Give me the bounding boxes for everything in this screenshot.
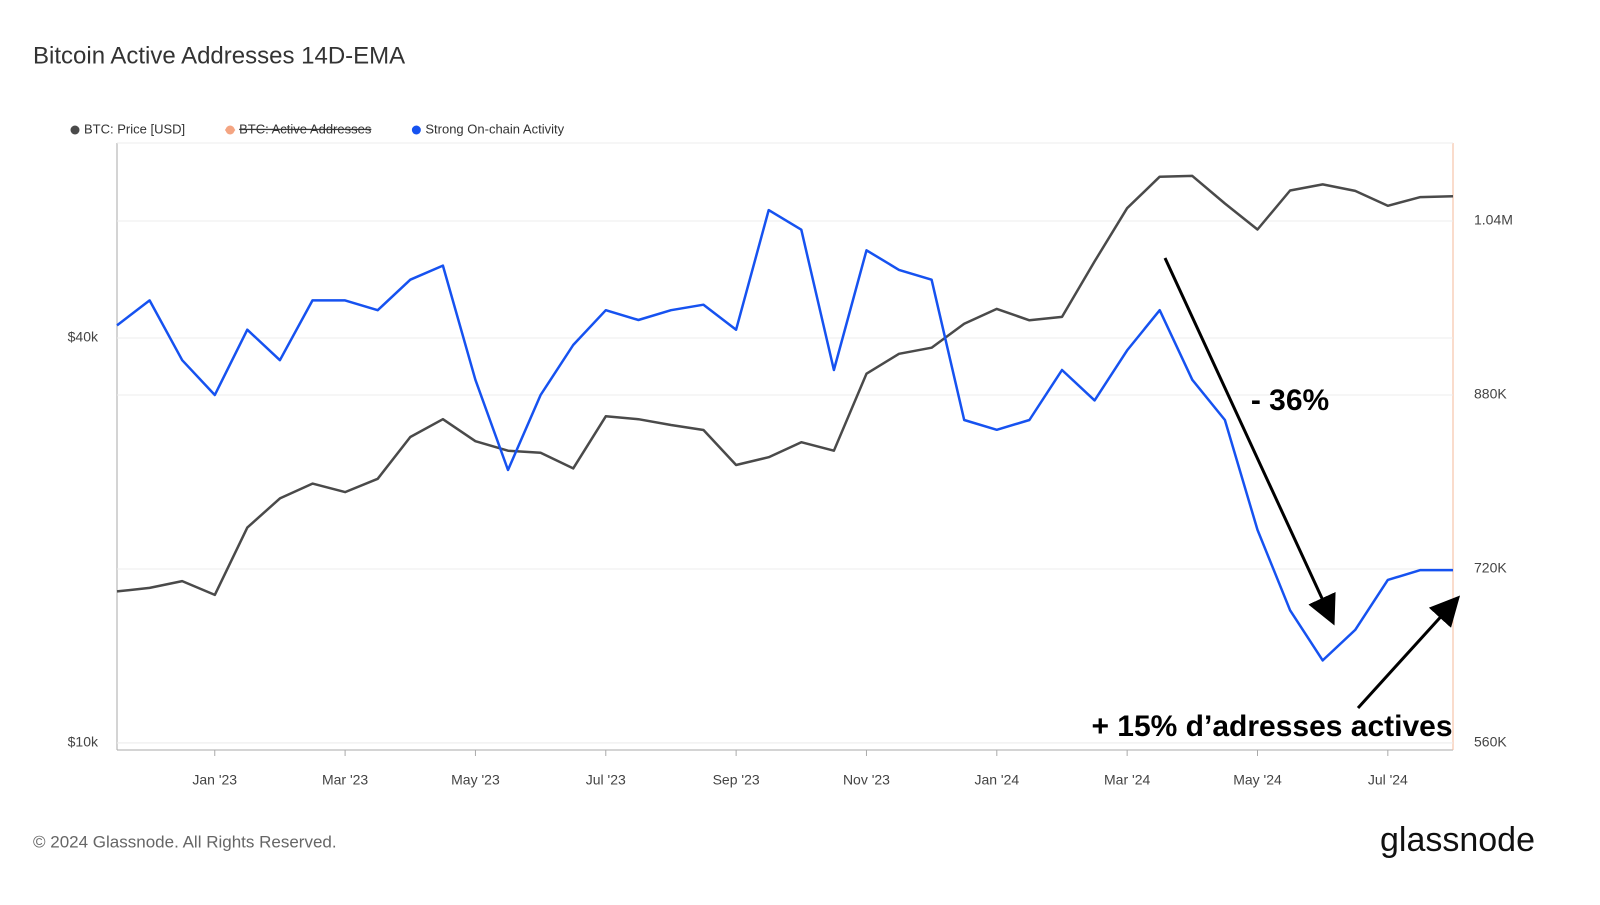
x-tick-label: Jan '24 [974,772,1019,788]
brand-logo: glassnode [1380,821,1535,859]
annotation: - 36% [1251,384,1329,417]
x-tick-label: Jul '23 [586,772,626,788]
series-line [116,208,1453,662]
plot: $10k $40k 560K 720K 880K 1.04M Jan '23 Mar '23 M… [68,174,1513,788]
y2-tick-label: 560K [1474,734,1507,750]
series-line [116,174,1454,597]
arrow-down [1163,257,1336,626]
x-tick-label: May '24 [1233,772,1282,788]
x-tick-label: Nov '23 [843,772,890,788]
chart-title: Bitcoin Active Addresses 14D-EMA [33,42,405,69]
copyright: © 2024 Glassnode. All Rights Reserved. [33,832,337,851]
x-tick-label: Jul '24 [1368,772,1408,788]
legend-label: Strong On-chain Activity [425,121,564,136]
y2-tick-label: 880K [1474,386,1507,402]
legend-marker [411,125,421,135]
y-tick-label: $10k [68,734,99,750]
legend-label: BTC: Price [USD] [84,121,185,136]
legend: BTC: Price [USD] BTC: Active Addresses Str… [70,121,565,136]
annotation: + 15% d’adresses actives [1091,710,1452,743]
y-tick-label: $40k [68,329,99,345]
x-tick-label: May '23 [451,772,500,788]
x-tick-label: Mar '23 [322,772,368,788]
arrow-up [1356,595,1461,710]
x-tick-label: Sep '23 [713,772,760,788]
x-tick-label: Mar '24 [1104,772,1150,788]
legend-label: BTC: Active Addresses [239,121,372,136]
y2-tick-label: 1.04M [1474,212,1513,228]
y2-tick-label: 720K [1474,560,1507,576]
x-tick-label: Jan '23 [192,772,237,788]
legend-marker [70,125,80,135]
